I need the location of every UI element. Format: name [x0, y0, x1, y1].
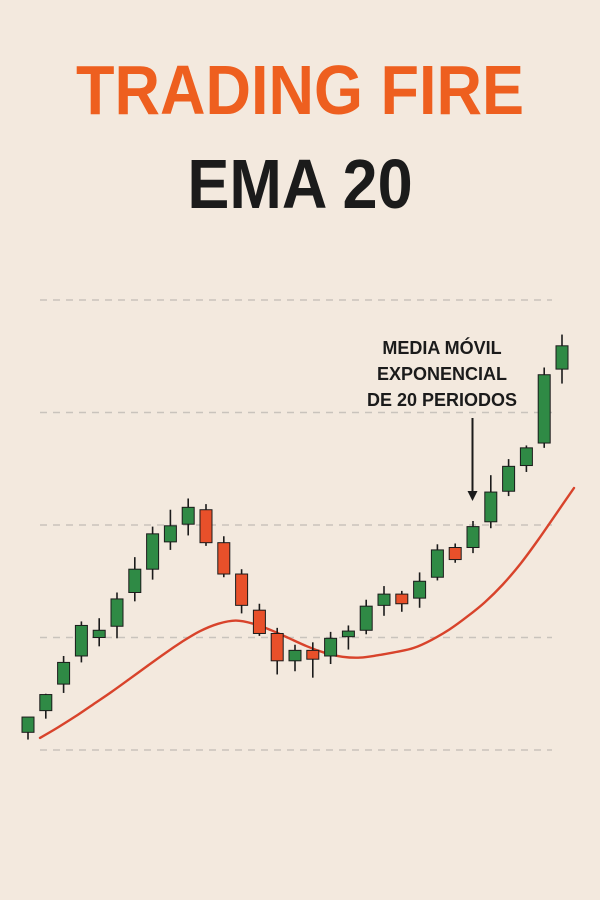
- page-subtitle: EMA 20: [187, 145, 413, 223]
- candle-11: [199, 504, 213, 546]
- annotation-line-2: EXPONENCIAL: [377, 364, 507, 384]
- candle-9: [163, 509, 177, 550]
- annotation-line-3: DE 20 PERIODOS: [367, 390, 517, 410]
- candle-8: [146, 526, 160, 580]
- candle-body-bullish: [181, 506, 195, 525]
- candle-body-bullish: [341, 630, 355, 638]
- candle-25: [448, 543, 462, 563]
- candle-29: [519, 445, 533, 472]
- candle-body-bullish: [555, 345, 569, 370]
- candle-body-bullish: [466, 526, 480, 548]
- page-title: TRADING FIRE: [75, 51, 524, 129]
- candle-body-bearish: [306, 649, 320, 660]
- candle-5: [92, 618, 106, 647]
- candle-body-bullish: [484, 491, 498, 523]
- candle-body-bullish: [519, 447, 533, 467]
- candle-body-bullish: [110, 598, 124, 627]
- candle-body-bearish: [235, 573, 249, 606]
- candle-body-bullish: [359, 605, 373, 631]
- candle-21: [377, 586, 391, 616]
- ema-line-group: [38, 486, 576, 740]
- annotation-line-1: MEDIA MÓVIL: [382, 337, 501, 358]
- candle-30: [537, 367, 551, 448]
- candle-body-bearish: [270, 632, 284, 662]
- candle-12: [217, 536, 231, 578]
- candle-body-bullish: [163, 525, 177, 543]
- candle-body-bullish: [146, 533, 160, 570]
- ema-line: [38, 486, 576, 740]
- candle-body-bullish: [21, 716, 35, 733]
- candle-body-bullish: [39, 694, 53, 712]
- candle-body-bullish: [324, 637, 338, 657]
- candle-body-bearish: [252, 609, 266, 634]
- candle-19: [341, 625, 355, 650]
- candle-23: [413, 572, 427, 608]
- ema-annotation: MEDIA MÓVIL EXPONENCIAL DE 20 PERIODOS: [367, 337, 517, 501]
- candle-28: [502, 459, 516, 497]
- candle-20: [359, 599, 373, 635]
- candle-body-bullish: [413, 580, 427, 599]
- candle-7: [128, 557, 142, 602]
- candle-body-bullish: [502, 465, 516, 492]
- candle-body-bearish: [395, 593, 409, 605]
- candle-16: [288, 644, 302, 672]
- candle-17: [306, 642, 320, 678]
- candle-4: [74, 621, 88, 663]
- candle-10: [181, 498, 195, 536]
- annotation-arrow-head: [467, 490, 478, 501]
- candle-18: [324, 631, 338, 665]
- candle-body-bearish: [217, 542, 231, 575]
- candle-27: [484, 475, 498, 529]
- candle-body-bullish: [377, 593, 391, 606]
- candle-body-bearish: [448, 547, 462, 561]
- candle-14: [252, 603, 266, 636]
- candle-2: [39, 693, 53, 719]
- candle-body-bullish: [57, 661, 71, 685]
- candle-24: [430, 544, 444, 581]
- candle-22: [395, 590, 409, 612]
- candle-body-bullish: [430, 549, 444, 578]
- candle-31: [555, 334, 569, 384]
- candles-group: [21, 334, 569, 740]
- candle-body-bullish: [74, 624, 88, 657]
- candle-body-bullish: [537, 374, 551, 444]
- candle-15: [270, 627, 284, 675]
- candle-13: [235, 569, 249, 614]
- candle-body-bullish: [288, 649, 302, 662]
- candle-body-bearish: [199, 509, 213, 544]
- candle-3: [57, 655, 71, 693]
- candle-6: [110, 592, 124, 639]
- candle-26: [466, 520, 480, 554]
- candle-body-bullish: [92, 629, 106, 639]
- candle-body-bullish: [128, 568, 142, 593]
- candle-1: [21, 716, 35, 740]
